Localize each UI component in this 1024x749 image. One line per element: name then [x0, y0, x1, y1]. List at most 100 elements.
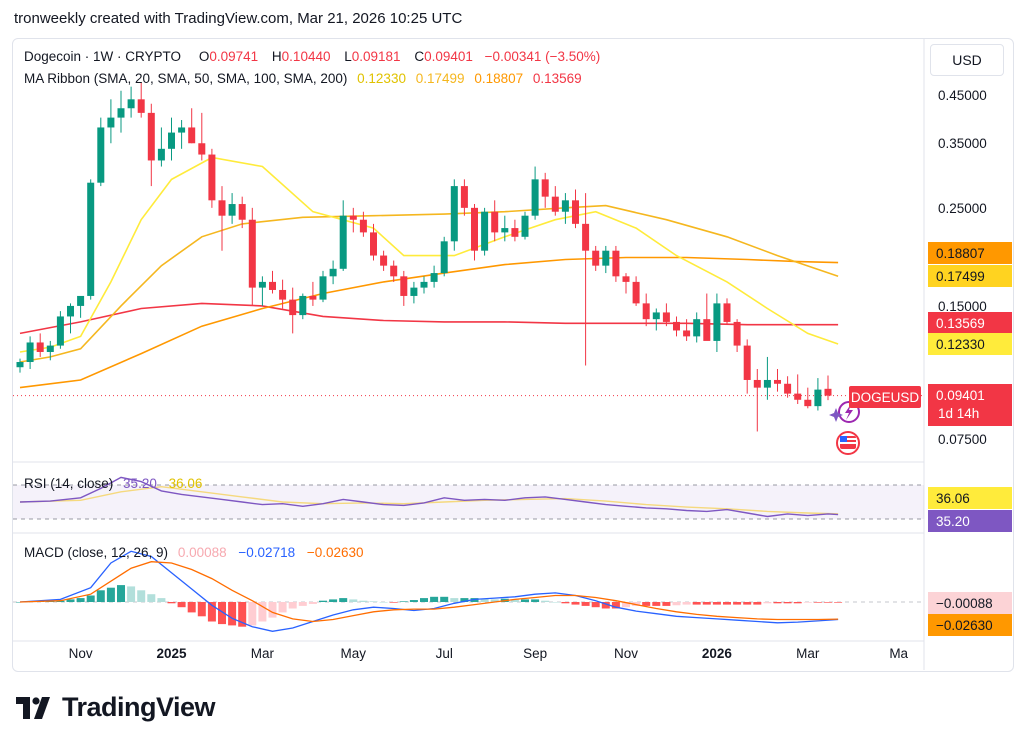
candle-body [359, 219, 367, 233]
ribbon-value-20: 0.12330 [357, 71, 406, 86]
macd-legend: MACD (close, 12, 26, 9) 0.00088 −0.02718… [24, 545, 364, 560]
macd-histogram-bar [793, 602, 802, 604]
macd-histogram-bar [521, 599, 529, 602]
macd-line-signal [19, 561, 839, 623]
macd-histogram-bar [510, 599, 519, 602]
macd-histogram-bar [662, 602, 671, 606]
rsi-value-tag: 35.20 [928, 510, 1012, 532]
macd-histogram-bar [399, 601, 408, 602]
macd-histogram-bar [76, 598, 85, 602]
candle-body [763, 379, 771, 388]
tradingview-logo[interactable]: TradingView [16, 692, 216, 723]
candle-body [390, 265, 398, 277]
us-flag-stripe [840, 438, 856, 440]
candle-body [188, 127, 196, 144]
brand-name: TradingView [62, 692, 216, 722]
macd-histogram-bar [147, 594, 156, 602]
candle-body [400, 276, 408, 296]
macd-histogram-bar [339, 598, 348, 602]
candle-body [67, 305, 74, 317]
macd-histogram-bar [723, 602, 731, 605]
symbol-price-label: DOGEUSD [849, 386, 921, 408]
time-axis-tick: 2026 [702, 646, 733, 661]
time-axis-tick: Ma [889, 646, 908, 661]
price-axis-tick: 0.35000 [938, 136, 987, 151]
macd-histogram-bar [319, 600, 327, 602]
macd-histogram-bar [389, 602, 398, 603]
macd-histogram-bar [258, 602, 267, 622]
macd-histogram-bar [16, 602, 24, 603]
macd-histogram-bar [702, 602, 711, 605]
candle-body [501, 228, 509, 233]
candle-body [582, 223, 590, 251]
macd-histogram-bar [137, 590, 146, 602]
candle-body [561, 200, 569, 212]
macd-histogram-bar [106, 587, 115, 602]
macd-histogram-bar [248, 602, 257, 626]
chart-credit: tronweekly created with TradingView.com,… [14, 10, 463, 27]
candle-body [612, 250, 620, 277]
time-axis-tick: May [341, 646, 367, 661]
candle-body [309, 295, 317, 300]
macd-histogram-bar [379, 602, 388, 603]
ribbon-value-50: 0.17499 [415, 71, 465, 86]
candle-body [703, 319, 711, 341]
ribbon-label[interactable]: MA Ribbon (SMA, 20, SMA, 50, SMA, 100, S… [24, 71, 348, 86]
current-price-value: 0.09401 [936, 388, 985, 403]
candle-body [370, 232, 377, 256]
candle-body [440, 241, 448, 274]
us-flag-stripe [840, 442, 856, 444]
macd-histogram-bar [682, 602, 691, 605]
candle-body [208, 154, 216, 201]
open-value: 0.09741 [209, 49, 259, 64]
candle-body [723, 303, 731, 322]
ribbon-value-100: 0.18807 [474, 71, 524, 86]
candle-body [652, 312, 660, 320]
lightning-bolt-icon [845, 404, 853, 420]
candle-body [299, 295, 307, 316]
macd-hist-value: 0.00088 [177, 545, 227, 560]
macd-histogram-bar [803, 602, 812, 603]
macd-histogram-bar [692, 602, 701, 605]
rsi-label[interactable]: RSI (14, close) [24, 476, 114, 491]
macd-value: −0.02718 [238, 545, 296, 560]
macd-histogram-bar [601, 602, 610, 609]
time-axis-tick: Mar [251, 646, 275, 661]
candle-body [804, 399, 812, 407]
sma20-price-tag: 0.12330 [928, 333, 1012, 355]
tradingview-logo-icon [16, 696, 50, 719]
candle-body [289, 299, 297, 316]
macd-histogram-bar [207, 602, 216, 622]
macd-histogram-bar [329, 599, 338, 602]
candle-body [97, 127, 105, 183]
candle-body [592, 250, 600, 266]
rsi-ma-value: 36.06 [168, 476, 203, 491]
candle-body [430, 273, 438, 282]
candle-body [632, 281, 640, 304]
macd-histogram-bar [763, 602, 772, 604]
macd-signal-tag: −0.02630 [928, 614, 1012, 636]
candle-body [662, 312, 670, 322]
us-flag-canton [840, 436, 847, 442]
macd-histogram-bar [561, 602, 570, 604]
macd-label[interactable]: MACD (close, 12, 26, 9) [24, 545, 169, 560]
candle-body [693, 319, 701, 337]
candle-body [228, 204, 236, 216]
candle-body [420, 281, 428, 288]
macd-histogram-bar [238, 602, 247, 627]
macd-histogram-bar [440, 596, 449, 602]
candle-body [117, 108, 125, 118]
macd-histogram-bar [66, 599, 75, 602]
candle-body [87, 182, 95, 296]
rsi-line-rsi [19, 476, 839, 518]
symbol-label[interactable]: Dogecoin · 1W · CRYPTO [24, 49, 182, 64]
macd-histogram-bar [228, 602, 237, 626]
macd-histogram-bar [187, 602, 196, 613]
macd-histogram-bar [834, 602, 843, 603]
price-axis-tick: 0.15000 [938, 299, 987, 314]
currency-button[interactable]: USD [930, 44, 1004, 76]
macd-histogram-bar [480, 598, 489, 602]
candle-body [814, 389, 822, 407]
rsi-value: 35.20 [123, 476, 157, 491]
